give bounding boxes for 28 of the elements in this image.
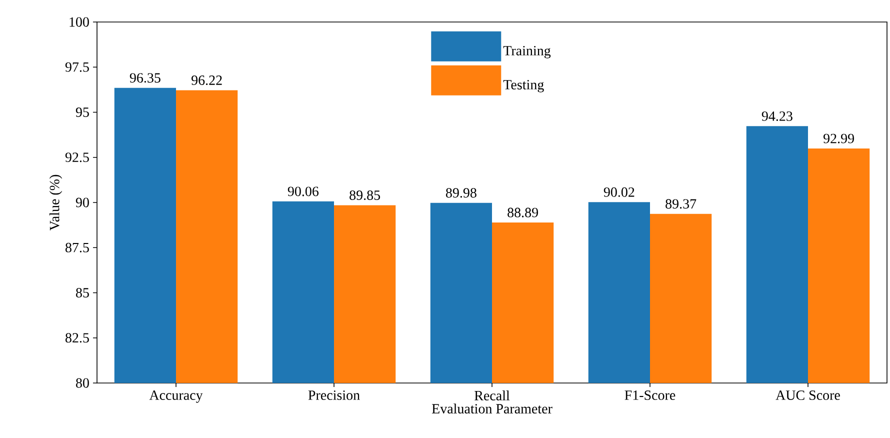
y-tick-label: 92.5 xyxy=(65,152,89,162)
x-axis-title: Evaluation Parameter xyxy=(432,404,552,414)
data-label: 94.23 xyxy=(762,111,792,121)
y-tick-label: 80 xyxy=(76,378,89,388)
data-label: 92.99 xyxy=(824,134,854,144)
data-label: 90.02 xyxy=(604,187,634,197)
y-tick-label: 85 xyxy=(76,288,89,298)
data-label: 89.98 xyxy=(446,188,476,198)
data-label: 96.35 xyxy=(130,73,160,83)
x-tick-label: Accuracy xyxy=(149,390,203,403)
data-label: 89.37 xyxy=(666,199,696,209)
data-label: 96.22 xyxy=(192,76,222,86)
x-tick-label: F1-Score xyxy=(624,390,676,400)
data-label: 88.89 xyxy=(508,208,538,218)
data-label: 89.85 xyxy=(350,190,380,200)
y-tick-label: 97.5 xyxy=(65,62,89,72)
y-tick-label: 87.5 xyxy=(66,242,89,252)
legend-label: Testing xyxy=(503,80,544,92)
y-tick-label: 100 xyxy=(70,17,89,27)
y-tick-label: 82.5 xyxy=(66,333,89,343)
data-label: 90.06 xyxy=(288,186,319,196)
x-tick-label: AUC Score xyxy=(776,390,840,400)
y-tick-label: 90 xyxy=(76,198,89,208)
y-tick-label: 95 xyxy=(76,108,89,117)
legend-label: Training xyxy=(503,46,551,58)
x-tick-label: Precision xyxy=(308,390,360,400)
y-axis-title: Value (%) xyxy=(49,174,62,231)
x-tick-label: Recall xyxy=(474,390,510,400)
